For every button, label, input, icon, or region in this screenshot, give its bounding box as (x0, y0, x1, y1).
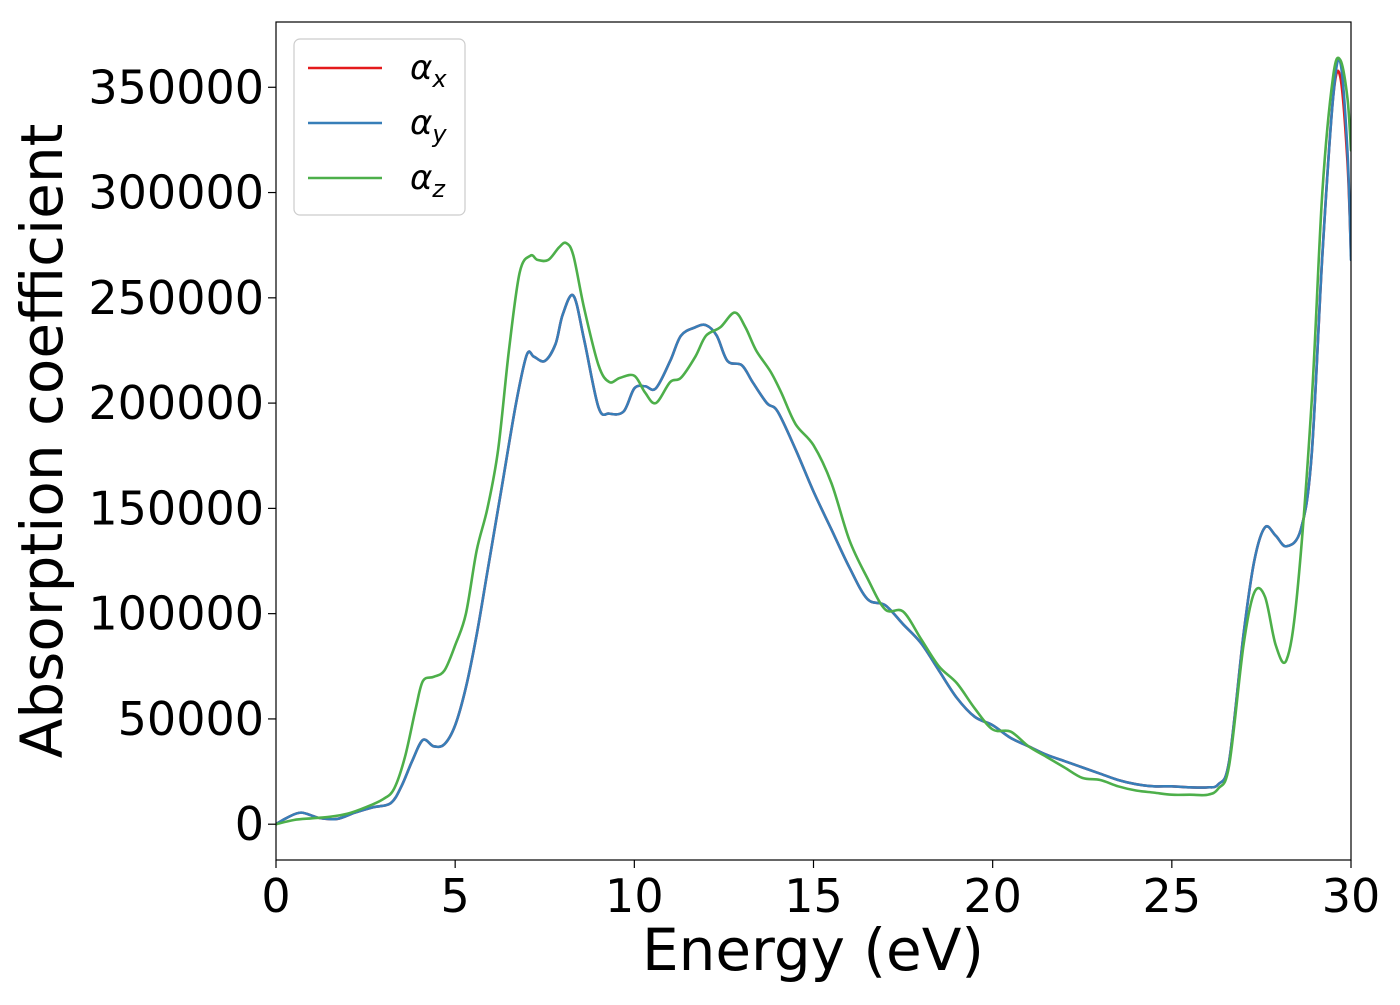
legend-items: αx αy αz (308, 48, 447, 203)
x-tick-label: 20 (963, 869, 1022, 923)
y-tick-label: 100000 (88, 587, 264, 641)
y-tick-label: 350000 (88, 60, 264, 114)
x-tick-label: 10 (605, 869, 664, 923)
x-tick-label: 5 (441, 869, 470, 923)
x-tick-label: 25 (1143, 869, 1202, 923)
x-tick-label: 0 (261, 869, 290, 923)
y-tick-label: 200000 (88, 376, 264, 430)
legend-label-z: αz (410, 158, 446, 203)
y-tick-label: 150000 (88, 481, 264, 535)
legend: αx αy αz (293, 38, 466, 216)
series-line-z (276, 56, 1351, 826)
legend-box (293, 38, 466, 216)
y-axis-title: Absorption coefficient (8, 124, 76, 759)
series-layer (276, 56, 1351, 826)
y-tick-label: 50000 (118, 692, 264, 746)
x-axis-title: Energy (eV) (642, 916, 984, 984)
x-tick-label: 30 (1322, 869, 1381, 923)
y-tick-label: 0 (235, 797, 264, 851)
y-axis: 0 50000 100000 150000 200000 250000 300000 3500… (88, 60, 276, 851)
legend-label-x: αx (410, 48, 447, 93)
legend-label-y: αy (410, 103, 447, 148)
x-axis: 0 5 10 15 20 25 30 (261, 860, 1380, 923)
x-tick-label: 15 (784, 869, 843, 923)
y-tick-label: 250000 (88, 271, 264, 325)
y-tick-label: 300000 (88, 166, 264, 220)
